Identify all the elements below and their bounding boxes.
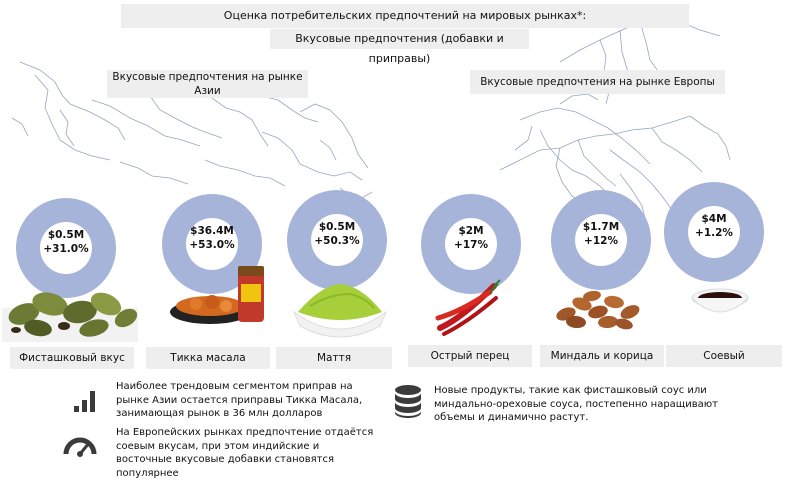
donut-tikka-masala-text: $36.4M +53.0% xyxy=(162,224,262,252)
growth: +1.2% xyxy=(695,227,733,239)
asia-region-label: Вкусовые предпочтения на рынке Азии xyxy=(107,70,308,98)
matcha-powder-image xyxy=(292,284,388,338)
bar-chart-icon xyxy=(74,391,95,412)
database-icon xyxy=(395,385,421,418)
value: $0.5M xyxy=(318,221,356,233)
value: $36.4M xyxy=(190,225,234,237)
label-soy: Соевый xyxy=(666,345,782,367)
page-subtitle: Вкусовые предпочтения (добавки и приправ… xyxy=(270,29,529,65)
donut-soy-text: $4M +1.2% xyxy=(664,212,764,240)
tikka-masala-image xyxy=(170,266,264,324)
value: $2M xyxy=(458,225,484,237)
label-almond-cinnamon: Миндаль и корица xyxy=(540,345,664,367)
label-tikka-masala: Тикка масала xyxy=(146,347,270,369)
label-pistachio: Фисташковый вкус xyxy=(10,347,134,369)
donut-soy: $4M +1.2% xyxy=(664,182,764,282)
red-chili-peppers-image xyxy=(435,279,501,336)
speedometer-icon xyxy=(63,437,97,457)
donut-almond-cinnamon: $1.7M +12% xyxy=(551,190,651,290)
note-europe-trend: На Европейских рынках предпочтение отдаё… xyxy=(116,427,374,479)
donut-pistachio: $0.5M +31.0% xyxy=(16,198,116,298)
growth: +53.0% xyxy=(189,239,235,251)
value: $4M xyxy=(701,213,727,225)
donut-almond-cinnamon-text: $1.7M +12% xyxy=(551,220,651,248)
soy-sauce-bowl-image xyxy=(691,288,749,313)
growth: +50.3% xyxy=(314,235,360,247)
donut-matcha: $0.5M +50.3% xyxy=(287,190,387,290)
value: $1.7M xyxy=(582,221,620,233)
almonds-image xyxy=(556,290,640,330)
growth: +12% xyxy=(584,235,618,247)
donut-hot-pepper-text: $2M +17% xyxy=(421,224,521,252)
europe-map-outline xyxy=(499,17,731,223)
note-new-products: Новые продукты, такие как фисташковый со… xyxy=(434,385,718,423)
donut-matcha-text: $0.5M +50.3% xyxy=(287,220,387,248)
cardamom-pods-image xyxy=(2,292,138,342)
label-hot-pepper: Острый перец xyxy=(408,345,532,367)
europe-region-label: Вкусовые предпочтения на рынке Европы xyxy=(470,70,725,94)
donut-pistachio-text: $0.5M +31.0% xyxy=(16,228,116,256)
label-matcha: Маття xyxy=(276,347,392,369)
growth: +17% xyxy=(454,239,488,251)
growth: +31.0% xyxy=(43,243,89,255)
page-title: Оценка потребительских предпочтений на м… xyxy=(121,4,689,28)
donut-hot-pepper: $2M +17% xyxy=(421,194,521,294)
note-asia-trend: Наиболее трендовым сегментом приправ на … xyxy=(116,381,363,419)
value: $0.5M xyxy=(47,229,85,241)
